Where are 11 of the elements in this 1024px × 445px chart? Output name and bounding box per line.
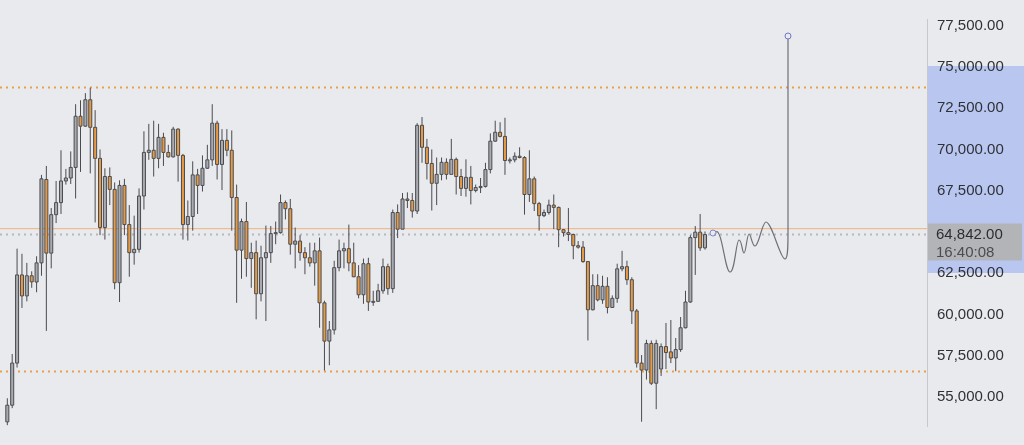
y-tick-label: 55,000.00 — [937, 387, 1004, 405]
ref-line-label: 64,842.00 — [936, 224, 1003, 242]
y-tick-label: 67,500.00 — [937, 180, 1004, 198]
y-tick-label: 60,000.00 — [937, 304, 1004, 322]
y-tick-label: 75,000.00 — [937, 57, 1004, 75]
y-tick-label: 62,500.00 — [937, 263, 1004, 281]
y-tick-label: 70,000.00 — [937, 139, 1004, 157]
y-tick-label: 72,500.00 — [937, 98, 1004, 116]
text: 16:40:08 — [936, 242, 995, 260]
y-tick-label: 77,500.00 — [937, 15, 1004, 33]
y-tick-label: 57,500.00 — [937, 345, 1004, 363]
